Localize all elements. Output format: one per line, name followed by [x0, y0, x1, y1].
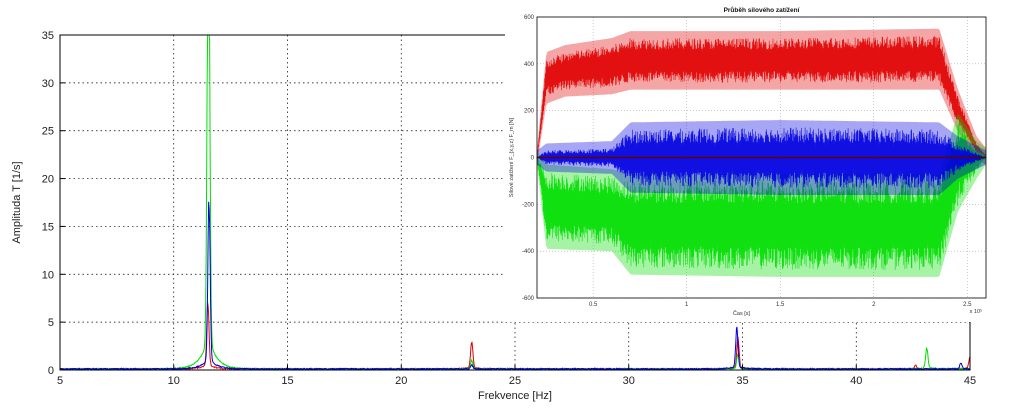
x-axis-label: Frekvence [Hz] — [478, 390, 552, 402]
inset-x-exponent: x 10⁵ — [970, 308, 983, 315]
inset-y-tick-label: -200 — [522, 202, 535, 208]
y-tick-label: 25 — [42, 126, 54, 138]
inset-y-tick-label: 0 — [531, 156, 535, 162]
y-tick-label: 5 — [48, 317, 54, 329]
inset-series-blue — [536, 127, 987, 188]
x-tick-label: 10 — [168, 375, 180, 387]
inset-y-tick-label: 600 — [524, 15, 535, 21]
x-tick-label: 30 — [623, 375, 635, 387]
y-tick-label: 30 — [42, 78, 54, 90]
inset-plot-frame — [536, 16, 987, 299]
inset-series-green — [536, 123, 987, 270]
inset-x-tick-label: 1.5 — [776, 302, 785, 308]
y-tick-label: 10 — [42, 269, 54, 281]
force-load-inset-chart: 0.5 1 1.5 2 2.5 -600 -400 -200 0 200 400 600 Průběh … — [505, 0, 1024, 322]
inset-x-tick-label: 2 — [872, 302, 876, 308]
x-tick-label: 25 — [509, 375, 521, 387]
inset-y-tick-label: 200 — [524, 109, 535, 115]
inset-y-axis-label: Silové zatížení F_{x,y,z} F_m [N] — [509, 117, 515, 197]
x-tick-label: 15 — [281, 375, 293, 387]
inset-y-tick-label: -600 — [522, 296, 535, 302]
inset-x-tick-label: 0.5 — [589, 302, 598, 308]
inset-x-tick-label: 1 — [685, 302, 689, 308]
x-tick-label: 5 — [57, 375, 63, 387]
x-tick-label: 45 — [964, 375, 976, 387]
inset-x-tick-label: 2.5 — [963, 302, 972, 308]
y-tick-label: 0 — [48, 365, 54, 377]
y-tick-label: 35 — [42, 30, 54, 42]
x-tick-label: 40 — [850, 375, 862, 387]
inset-y-tick-label: -400 — [522, 249, 535, 255]
x-tick-label: 20 — [395, 375, 407, 387]
y-tick-label: 15 — [42, 221, 54, 233]
inset-x-axis-label: Čas [s] — [733, 310, 751, 317]
y-tick-label: 20 — [42, 174, 54, 186]
y-axis-label: Amplituda T [1/s] — [11, 161, 23, 243]
inset-series-red — [536, 36, 987, 158]
inset-title: Průběh silového zatížení — [724, 6, 800, 14]
inset-y-tick-label: 400 — [524, 62, 535, 68]
x-tick-label: 35 — [736, 375, 748, 387]
